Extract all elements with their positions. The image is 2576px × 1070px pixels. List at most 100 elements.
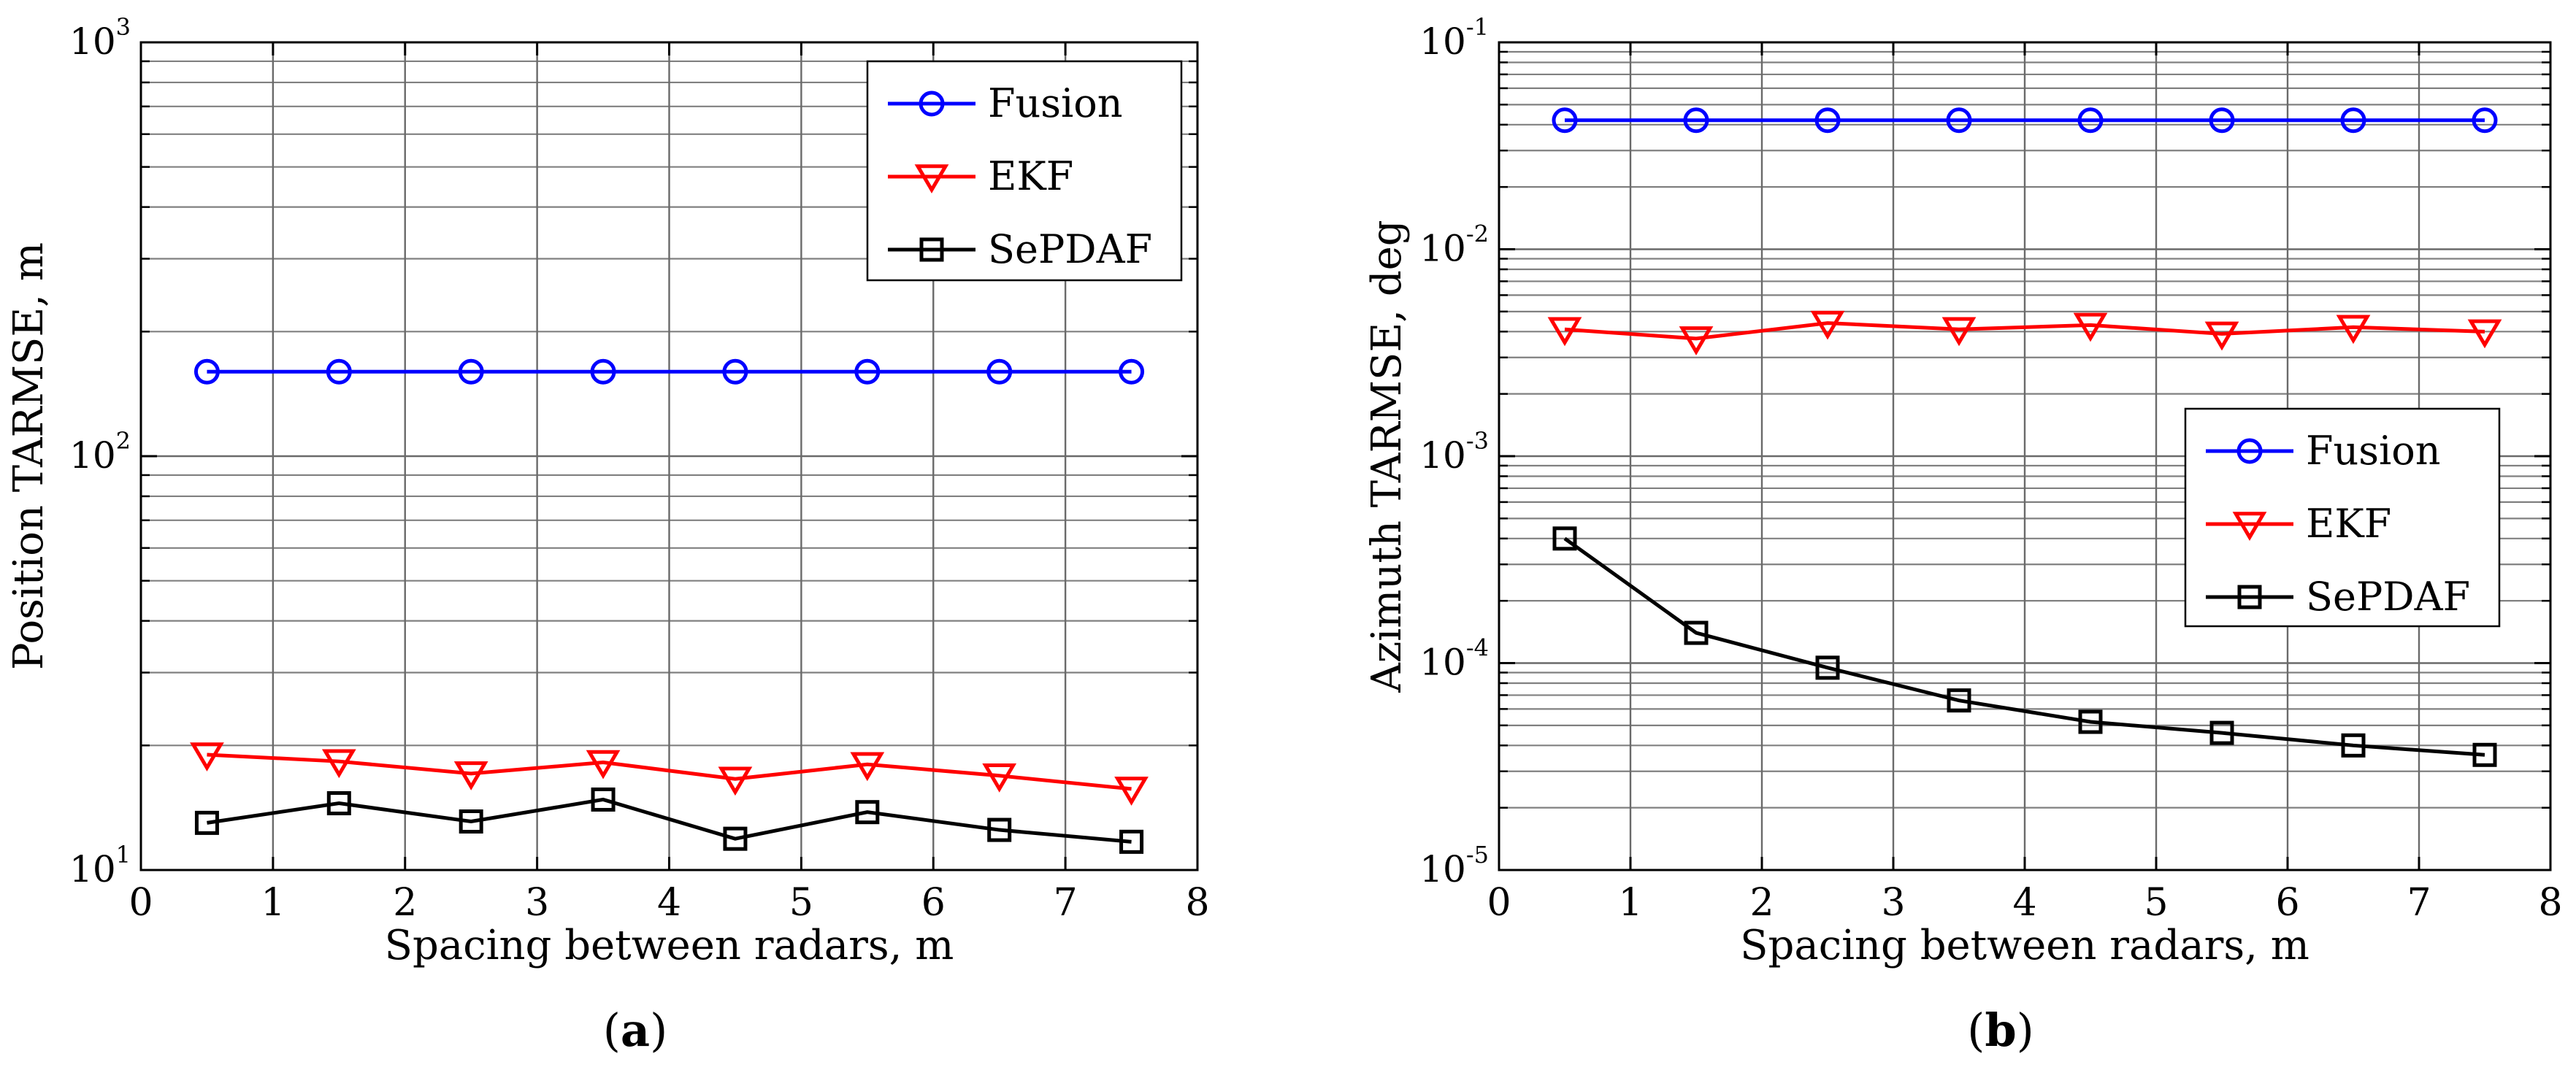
data-point [2472, 742, 2497, 767]
y-axis-label: Position TARMSE, m [5, 242, 53, 670]
x-tick-label: 6 [921, 881, 946, 925]
data-point [1683, 107, 1709, 134]
data-point [591, 787, 616, 812]
data-point [1119, 829, 1144, 854]
legend-label: Fusion [988, 80, 1123, 126]
data-point [2472, 107, 2498, 134]
x-tick-label: 0 [129, 881, 153, 925]
data-point [2077, 107, 2104, 134]
legend-label: EKF [988, 153, 1073, 199]
data-point [458, 358, 484, 385]
data-point [459, 809, 483, 834]
series-line [1564, 321, 2485, 341]
series-sepdaf [194, 787, 1144, 854]
y-tick-label: 10-1 [1419, 13, 1489, 63]
x-tick-label: 2 [393, 881, 417, 925]
data-point [1947, 688, 1971, 713]
series-ekf [1547, 310, 2502, 355]
series-fusion [193, 358, 1145, 385]
legend-item-sepdaf: SePDAF [888, 226, 1152, 272]
legend-item-sepdaf: SePDAF [2206, 574, 2470, 620]
data-point [982, 763, 1017, 793]
series-ekf [190, 742, 1149, 806]
x-tick-label: 5 [789, 881, 813, 925]
x-tick-label: 2 [1749, 881, 1774, 925]
x-tick-label: 8 [2538, 881, 2562, 925]
legend-label: Fusion [2306, 428, 2441, 474]
data-point [1552, 107, 1578, 134]
y-tick-label: 103 [69, 13, 131, 63]
x-tick-label: 4 [2012, 881, 2036, 925]
chart-b: 0 1 2 3 4 5 6 7 8 10-5 10-4 10-3 10-2 10-1 Spacing bet… [1363, 13, 2563, 969]
data-point [1815, 655, 1840, 680]
legend-marker [2232, 512, 2267, 541]
y-tick-label: 10-4 [1419, 634, 1489, 684]
legend-item-fusion: Fusion [888, 80, 1123, 126]
data-point [1684, 620, 1709, 645]
data-point [723, 826, 748, 851]
chart-a: 0 1 2 3 4 5 6 7 8 101 102 103 Spacing between radars… [5, 13, 1210, 969]
y-tick-label: 10-3 [1419, 427, 1489, 477]
series-sepdaf [1552, 526, 2497, 767]
data-point [1679, 326, 1714, 355]
data-point [2073, 312, 2108, 342]
data-point [1552, 526, 1577, 551]
data-point [1814, 107, 1841, 134]
series-line [207, 753, 1132, 791]
x-tick-label: 3 [525, 881, 549, 925]
axes-box [1498, 41, 2552, 871]
data-point [326, 791, 351, 816]
x-tick-label: 7 [2407, 881, 2431, 925]
data-point [193, 358, 220, 385]
legend-label: SePDAF [2306, 574, 2470, 620]
x-tick-label: 4 [657, 881, 681, 925]
y-tick-label: 101 [69, 841, 131, 890]
x-tick-label: 1 [1618, 881, 1642, 925]
legend-marker [2236, 438, 2263, 464]
data-point [1119, 358, 1145, 385]
axes-box [139, 41, 1199, 871]
data-point [2078, 709, 2103, 734]
data-point [986, 358, 1013, 385]
legend: Fusion EKF SePDAF [2184, 407, 2501, 628]
x-tick-label: 0 [1487, 881, 1511, 925]
data-point [194, 810, 219, 835]
x-tick-label: 5 [2144, 881, 2168, 925]
caption-b: (b) [1967, 1004, 2034, 1057]
data-point [2340, 107, 2366, 134]
data-point [722, 358, 748, 385]
data-point [586, 750, 621, 780]
x-axis-label: Spacing between radars, m [385, 922, 954, 969]
data-point [453, 761, 488, 790]
legend-label: EKF [2306, 501, 2391, 547]
data-point [1946, 107, 1972, 134]
series-line [207, 797, 1132, 844]
y-axis-label: Azimuth TARMSE, deg [1363, 220, 1411, 693]
y-tick-label: 102 [69, 427, 131, 477]
x-tick-label: 1 [261, 881, 285, 925]
legend-marker [919, 91, 945, 117]
legend-marker [919, 237, 944, 262]
y-tick-label: 10-2 [1419, 220, 1489, 270]
data-point [2336, 315, 2371, 345]
x-tick-label: 3 [1881, 881, 1905, 925]
data-point [1810, 310, 1845, 340]
data-point [855, 800, 880, 825]
data-point [854, 358, 881, 385]
legend-item-ekf: EKF [2206, 501, 2391, 547]
data-point [1114, 777, 1149, 806]
legend-item-fusion: Fusion [2206, 428, 2441, 474]
x-axis-label: Spacing between radars, m [1740, 922, 2309, 969]
data-point [718, 766, 753, 796]
legend-marker [914, 164, 949, 193]
data-point [321, 749, 356, 779]
x-tick-label: 8 [1185, 881, 1209, 925]
data-point [2341, 733, 2366, 758]
series-fusion [1552, 107, 2498, 134]
series-line [1563, 536, 2485, 757]
data-point [326, 358, 352, 385]
caption-a: (a) [602, 1004, 668, 1057]
data-point [2209, 107, 2235, 134]
x-tick-label: 7 [1054, 881, 1078, 925]
